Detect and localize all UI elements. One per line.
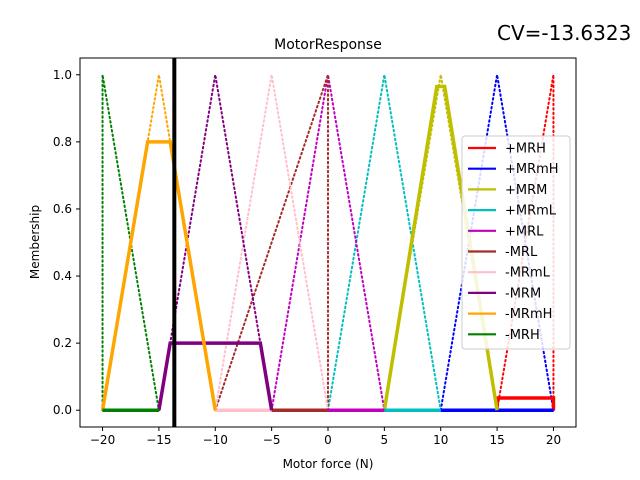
membership-function-9 bbox=[101, 74, 160, 412]
legend-label-2: +MRM bbox=[505, 183, 547, 198]
legend-label-9: -MRH bbox=[505, 328, 540, 343]
y-axis-label: Membership bbox=[28, 205, 42, 279]
x-tick-label-6: 10 bbox=[433, 433, 448, 447]
x-tick-label-1: −15 bbox=[146, 433, 171, 447]
legend-label-5: -MRL bbox=[505, 245, 538, 260]
axis-ticks: −20 −15 −10 −5 0 5 10 15 20 0.0 0.2 0.4 0.6 0.8 1.0 bbox=[53, 68, 561, 447]
x-tick-label-0: −20 bbox=[90, 433, 115, 447]
legend-label-3: +MRmL bbox=[505, 204, 557, 219]
cv-annotation: CV=-13.6323 bbox=[497, 21, 632, 45]
legend-label-4: +MRL bbox=[505, 224, 544, 239]
x-tick-label-2: −10 bbox=[203, 433, 228, 447]
y-tick-label-5: 1.0 bbox=[53, 68, 72, 82]
legend-label-7: -MRM bbox=[505, 286, 541, 301]
x-tick-label-3: −5 bbox=[263, 433, 281, 447]
y-tick-label-4: 0.8 bbox=[53, 135, 72, 149]
y-tick-label-3: 0.6 bbox=[53, 202, 72, 216]
x-tick-label-4: 0 bbox=[324, 433, 332, 447]
membership-function-4 bbox=[270, 74, 386, 412]
x-tick-label-5: 5 bbox=[381, 433, 389, 447]
legend-label-0: +MRH bbox=[505, 142, 546, 157]
membership-function-3 bbox=[327, 74, 442, 412]
y-tick-label-1: 0.2 bbox=[53, 336, 72, 350]
y-tick-label-2: 0.4 bbox=[53, 269, 72, 283]
chart-title: MotorResponse bbox=[274, 37, 382, 53]
x-tick-label-7: 15 bbox=[489, 433, 504, 447]
legend-label-6: -MRmL bbox=[505, 266, 551, 281]
legend: +MRH +MRmH +MRM +MRmL +MRL -MRL -MRmL -MRM -MRmH… bbox=[461, 135, 571, 350]
membership-function-6 bbox=[214, 74, 329, 412]
legend-label-8: -MRmH bbox=[505, 307, 552, 322]
legend-label-1: +MRmH bbox=[505, 162, 559, 177]
membership-function-7 bbox=[157, 74, 273, 412]
y-tick-label-0: 0.0 bbox=[53, 403, 72, 417]
x-tick-label-8: 20 bbox=[546, 433, 561, 447]
x-axis-label: Motor force (N) bbox=[283, 457, 374, 471]
series-line-7 bbox=[157, 341, 274, 411]
series-line-8 bbox=[100, 140, 217, 411]
